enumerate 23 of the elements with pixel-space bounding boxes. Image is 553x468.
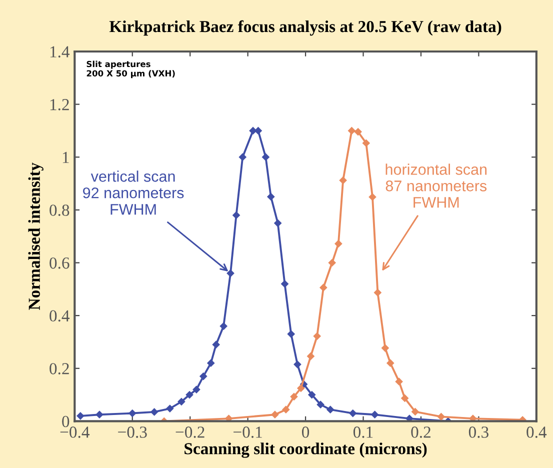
y-tick-label: 0.6 xyxy=(50,257,70,269)
x-tick-label: 0.4 xyxy=(526,426,547,438)
y-tick-label: 1 xyxy=(62,152,69,163)
annotation: vertical scan 92 nanometers FWHM xyxy=(83,170,184,215)
x-tick-label: −0.1 xyxy=(234,426,262,438)
x-axis-title: Scanning slit coordinate (microns) xyxy=(184,442,427,458)
y-tick-label: 1.2 xyxy=(50,99,69,110)
x-tick-label: −0.4 xyxy=(60,426,90,438)
y-tick-label: 1.4 xyxy=(50,46,70,58)
annotation: horizontal scan 87 nanometers FWHM xyxy=(386,164,487,208)
x-tick-label: 0 xyxy=(302,426,310,438)
y-axis-title: Normalised intensity xyxy=(28,162,44,310)
y-tick-label: 0.2 xyxy=(50,363,69,374)
x-tick-label: −0.3 xyxy=(118,426,147,438)
x-tick-label: 0.2 xyxy=(411,426,430,438)
x-tick-label: −0.2 xyxy=(176,426,204,438)
annotation: Slit apertures 200 X 50 μm (VXH) xyxy=(86,60,175,78)
x-tick-label: 0.1 xyxy=(353,426,373,438)
x-tick-label: 0.3 xyxy=(468,426,488,438)
y-tick-label: 0.8 xyxy=(50,204,70,216)
y-tick-label: 0 xyxy=(62,416,70,428)
y-tick-label: 0.4 xyxy=(50,310,70,322)
chart-title: Kirkpatrick Baez focus analysis at 20.5 KeV (raw data) xyxy=(109,20,502,36)
